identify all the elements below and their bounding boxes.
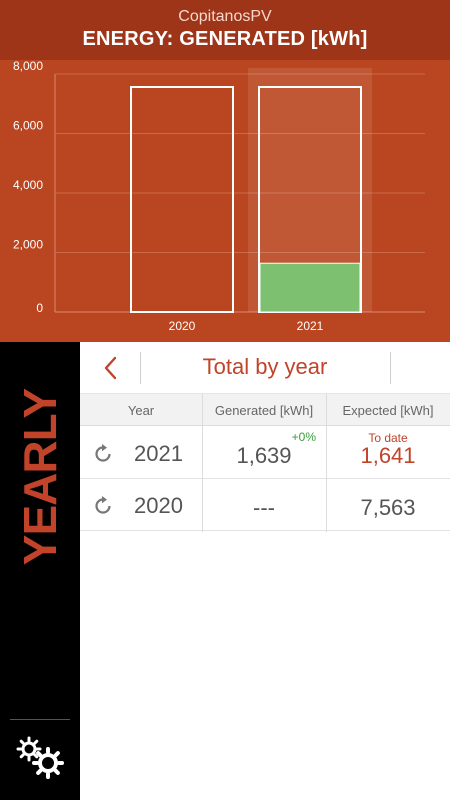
toolbar-separator — [390, 352, 391, 384]
generated-cell: --- — [253, 495, 275, 520]
period-label[interactable]: YEARLY — [14, 388, 66, 566]
table-header: Year Generated [kWh] Expected [kWh] — [80, 394, 450, 426]
y-tick-label: 8,000 — [13, 60, 43, 73]
y-tick-label: 2,000 — [13, 238, 43, 252]
column-separator — [326, 394, 327, 532]
expected-cell: 1,641 — [360, 443, 416, 468]
page-title: ENERGY: GENERATED [kWh] — [82, 28, 368, 50]
gears-icon — [16, 736, 64, 779]
period-title[interactable]: Total by year — [202, 354, 328, 379]
app-name: CopitanosPV — [178, 8, 272, 25]
main-panel: Total by year Year Generated [kWh] Expec… — [80, 342, 450, 800]
energy-bar-chart[interactable]: 0 2,000 4,000 6,000 8,000 2020 2021 — [0, 60, 450, 342]
table-row[interactable]: 2020 --- 7,563 — [80, 479, 450, 531]
column-separator — [202, 394, 203, 532]
year-cell: 2021 — [134, 441, 183, 466]
y-tick-label: 0 — [36, 301, 43, 315]
title-bar: CopitanosPV ENERGY: GENERATED [kWh] — [0, 0, 450, 60]
generated-bar — [259, 262, 361, 313]
period-sidebar: YEARLY — [0, 342, 80, 800]
back-button[interactable] — [98, 354, 124, 382]
expected-bar — [130, 86, 234, 314]
change-percent: +0% — [291, 430, 316, 444]
column-header-generated: Generated [kWh] — [214, 403, 314, 418]
chevron-left-icon — [104, 356, 117, 380]
sidebar-divider — [10, 719, 70, 720]
expected-cell: 7,563 — [360, 495, 416, 520]
settings-button[interactable] — [14, 732, 70, 780]
x-tick-label: 2021 — [297, 319, 324, 333]
refresh-icon[interactable] — [92, 495, 114, 517]
y-tick-label: 6,000 — [13, 119, 43, 133]
generated-cell: 1,639 — [236, 443, 292, 468]
toolbar: Total by year — [80, 342, 450, 394]
chart-header: CopitanosPV ENERGY: GENERATED [kWh] 0 2,0… — [0, 0, 450, 342]
column-header-year: Year — [127, 403, 155, 418]
x-tick-label: 2020 — [169, 319, 196, 333]
y-tick-label: 4,000 — [13, 178, 43, 192]
year-cell: 2020 — [134, 493, 183, 518]
refresh-icon[interactable] — [92, 443, 114, 465]
expected-note: To date — [368, 431, 408, 445]
column-header-expected: Expected [kWh] — [342, 403, 434, 418]
table-row[interactable]: 2021 +0% 1,639 To date 1,641 — [80, 427, 450, 479]
toolbar-separator — [140, 352, 141, 384]
